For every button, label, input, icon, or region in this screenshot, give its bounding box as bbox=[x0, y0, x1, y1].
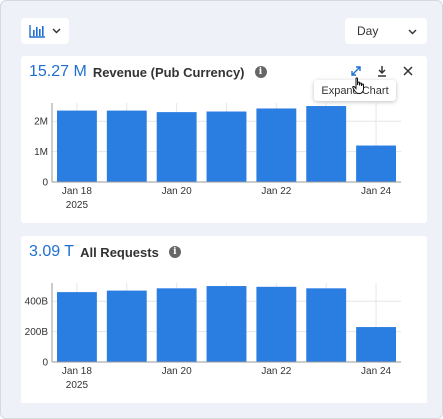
bar[interactable] bbox=[256, 108, 297, 182]
bar[interactable] bbox=[206, 286, 247, 362]
revenue-bar-chart: 0 1M 2M Jan 18 2025 Jan 20 Jan 22 Jan 24 bbox=[34, 103, 401, 211]
x-tick-label: Jan 24 bbox=[361, 366, 391, 377]
toolbar: Day bbox=[21, 18, 427, 44]
x-tick-label: Jan 18 bbox=[62, 186, 92, 197]
chevron-down-icon bbox=[52, 28, 61, 34]
y-tick-label: 400B bbox=[25, 297, 49, 308]
download-icon[interactable] bbox=[375, 64, 389, 78]
x-tick-label: Jan 24 bbox=[361, 186, 391, 197]
close-icon[interactable] bbox=[401, 64, 415, 78]
revenue-card: 15.27 M Revenue (Pub Currency) i 0 1M 2M J bbox=[21, 56, 427, 223]
x-tick-label: Jan 20 bbox=[162, 186, 192, 197]
x-tick-label: Jan 20 bbox=[162, 366, 192, 377]
metric-title: All Requests bbox=[80, 244, 159, 260]
y-tick-label: 1M bbox=[34, 147, 48, 158]
bar[interactable] bbox=[106, 290, 147, 362]
bar[interactable] bbox=[156, 112, 197, 182]
bar[interactable] bbox=[256, 286, 297, 362]
bar[interactable] bbox=[206, 111, 247, 182]
metric-value: 15.27 M bbox=[29, 63, 87, 80]
bar[interactable] bbox=[356, 145, 397, 182]
y-tick-label: 2M bbox=[34, 117, 48, 128]
period-select-value: Day bbox=[357, 24, 379, 38]
card-header: 15.27 M Revenue (Pub Currency) i bbox=[29, 63, 267, 81]
x-tick-label: Jan 18 bbox=[62, 366, 92, 377]
y-tick-label: 0 bbox=[42, 178, 48, 189]
bar[interactable] bbox=[356, 327, 397, 362]
bar[interactable] bbox=[56, 292, 97, 362]
chart-type-button[interactable] bbox=[21, 18, 69, 44]
requests-card: 3.09 T All Requests i 0 200B 400B Jan 18 202… bbox=[21, 236, 427, 403]
metric-title: Revenue (Pub Currency) bbox=[92, 64, 245, 80]
requests-bar-chart: 0 200B 400B Jan 18 2025 Jan 20 Jan 22 Jan 24 bbox=[25, 283, 401, 391]
chevron-down-icon bbox=[408, 22, 417, 40]
bar[interactable] bbox=[106, 110, 147, 182]
x-tick-label: Jan 22 bbox=[261, 366, 291, 377]
metric-value: 3.09 T bbox=[29, 243, 75, 260]
card-header: 3.09 T All Requests i bbox=[29, 243, 181, 261]
bar-chart-icon bbox=[29, 24, 46, 38]
info-icon[interactable]: i bbox=[168, 246, 181, 258]
bar[interactable] bbox=[156, 288, 197, 362]
info-icon[interactable]: i bbox=[254, 66, 267, 78]
bar[interactable] bbox=[306, 106, 347, 182]
y-tick-label: 200B bbox=[25, 327, 49, 338]
hand-cursor-icon bbox=[352, 77, 366, 100]
y-tick-label: 0 bbox=[42, 358, 48, 369]
period-select[interactable]: Day bbox=[345, 18, 427, 44]
x-tick-label: 2025 bbox=[66, 380, 89, 391]
x-tick-label: Jan 22 bbox=[261, 186, 291, 197]
bar[interactable] bbox=[306, 288, 347, 362]
bar[interactable] bbox=[56, 110, 97, 182]
card-actions bbox=[349, 64, 415, 78]
expand-icon[interactable] bbox=[349, 64, 363, 78]
x-tick-label: 2025 bbox=[66, 200, 89, 211]
